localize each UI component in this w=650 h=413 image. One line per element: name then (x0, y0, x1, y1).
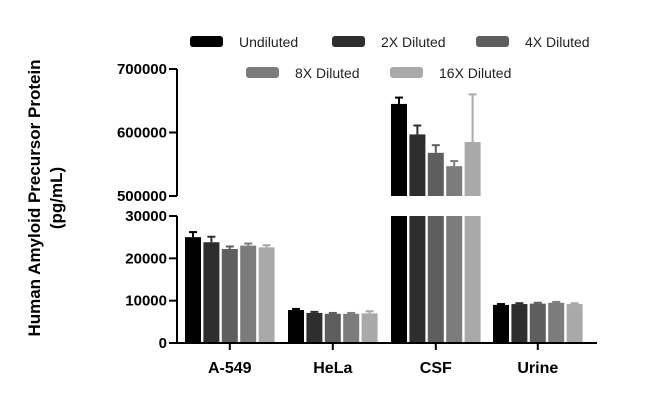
plot-area: 0 10000 20000 30000 500000 600000 700000 A-549 H… (117, 61, 597, 377)
legend-label-2x-diluted: 2X Diluted (381, 34, 446, 50)
bar-urine-undiluted (493, 304, 509, 343)
bar-lower-csf-undiluted (391, 216, 407, 343)
bar-lower-csf-8x-diluted (446, 216, 463, 343)
bar-upper-csf-undiluted (391, 103, 407, 196)
x-tick-label-urine: Urine (517, 360, 558, 377)
legend: Undiluted 2X Diluted 4X Diluted 8X Dilut… (190, 34, 590, 81)
legend-item-8x-diluted: 8X Diluted (246, 65, 360, 81)
legend-item-2x-diluted: 2X Diluted (332, 34, 446, 50)
legend-label-undiluted: Undiluted (239, 34, 298, 50)
bar-upper-csf-4x-diluted (427, 152, 444, 196)
bar-lower-csf-4x-diluted (427, 216, 444, 343)
bar-urine-16x-diluted (566, 304, 583, 343)
legend-label-4x-diluted: 4X Diluted (525, 34, 590, 50)
x-tick-label-csf: CSF (420, 360, 452, 377)
legend-swatch-16x-diluted (390, 67, 423, 78)
bar-a-549-undiluted (185, 237, 201, 343)
bar-a-549-2x-diluted (203, 242, 220, 343)
bar-hela-8x-diluted (343, 313, 360, 343)
bar-urine-8x-diluted (548, 302, 565, 343)
legend-item-16x-diluted: 16X Diluted (390, 65, 511, 81)
legend-item-undiluted: Undiluted (190, 34, 298, 50)
legend-item-4x-diluted: 4X Diluted (476, 34, 590, 50)
y-tick-label-20000: 20000 (125, 250, 167, 267)
legend-swatch-4x-diluted (476, 36, 509, 47)
y-tick-label-700000: 700000 (117, 61, 167, 78)
bar-upper-csf-8x-diluted (446, 166, 463, 196)
bar-a-549-16x-diluted (258, 247, 275, 343)
bar-urine-2x-diluted (511, 304, 528, 343)
legend-swatch-undiluted (190, 36, 223, 47)
legend-swatch-2x-diluted (332, 36, 365, 47)
y-axis-title-line-1: Human Amyloid Precursor Protein (25, 59, 44, 336)
x-tick-label-hela: HeLa (313, 360, 352, 377)
x-tick-label-a-549: A-549 (208, 360, 252, 377)
y-axis-title-line-2: (pg/mL) (47, 167, 66, 229)
y-tick-label-30000: 30000 (125, 208, 167, 225)
bar-a-549-8x-diluted (240, 245, 257, 343)
bar-lower-csf-2x-diluted (409, 216, 426, 343)
legend-label-8x-diluted: 8X Diluted (295, 65, 360, 81)
bar-a-549-4x-diluted (221, 249, 238, 343)
bar-upper-csf-16x-diluted (464, 142, 481, 196)
bar-urine-4x-diluted (529, 303, 546, 343)
y-tick-label-500000: 500000 (117, 188, 167, 205)
bar-upper-csf-2x-diluted (409, 134, 426, 196)
bar-lower-csf-16x-diluted (464, 216, 481, 343)
bar-hela-undiluted (288, 309, 304, 343)
y-tick-label-600000: 600000 (117, 125, 167, 142)
legend-label-16x-diluted: 16X Diluted (439, 65, 511, 81)
y-tick-label-0: 0 (159, 335, 167, 352)
bar-hela-16x-diluted (361, 313, 378, 343)
legend-swatch-8x-diluted (246, 67, 279, 78)
y-tick-label-10000: 10000 (125, 293, 167, 310)
bar-hela-4x-diluted (324, 313, 341, 343)
bar-hela-2x-diluted (306, 312, 323, 343)
